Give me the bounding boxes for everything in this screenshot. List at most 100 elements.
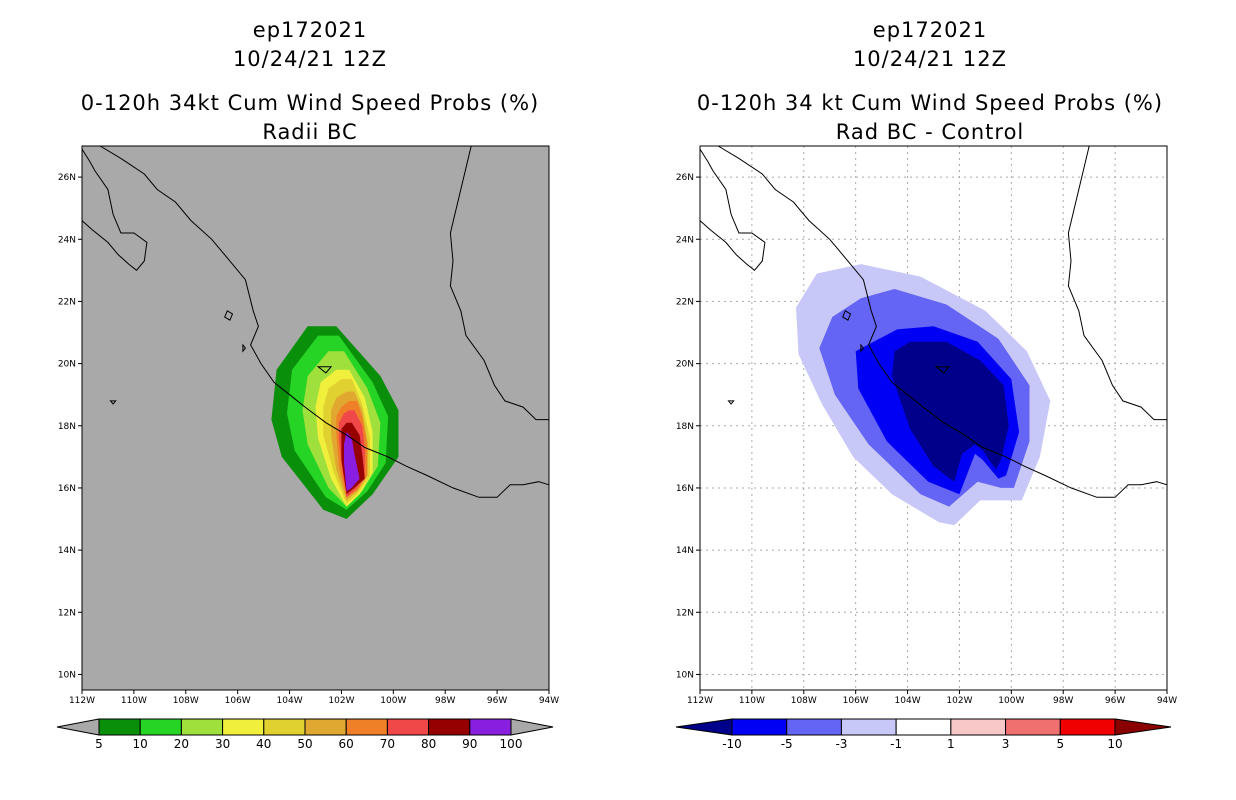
island	[224, 310, 234, 321]
colorbar-box	[263, 718, 306, 736]
coastline	[81, 148, 148, 271]
contour-level-minus10	[892, 341, 1009, 482]
colorbar-box	[304, 718, 347, 736]
coastline	[699, 148, 766, 271]
colorbar-label: -10	[722, 737, 742, 751]
right-chart-title: 0-120h 34 kt Cum Wind Speed Probs (%)	[696, 91, 1164, 115]
colorbar-label: 10	[1107, 737, 1122, 751]
right-chart-subtitle: Rad BC - Control	[835, 120, 1025, 144]
colorbar-label: 10	[133, 737, 148, 751]
right-datetime: 10/24/21 12Z	[852, 47, 1008, 71]
y-tick-label: 10N	[58, 670, 76, 680]
island	[316, 366, 333, 374]
coastline	[449, 145, 549, 421]
colorbar-box	[840, 718, 897, 736]
colorbar-box	[786, 718, 842, 736]
x-tick-label: 104W	[895, 696, 921, 706]
x-tick-label: 96W	[1105, 696, 1125, 706]
map-frame	[699, 145, 1168, 691]
map-frame	[81, 145, 550, 691]
colorbar-box	[98, 718, 141, 736]
y-tick-label: 16N	[676, 484, 694, 494]
island	[842, 310, 852, 321]
coastline	[1067, 145, 1167, 421]
coastline	[99, 145, 550, 498]
y-tick-label: 16N	[58, 484, 76, 494]
colorbar-label: -1	[890, 737, 902, 751]
island	[109, 400, 117, 405]
right-storm-id: ep172021	[872, 18, 988, 42]
colorbar-label: 90	[462, 737, 477, 751]
colorbar-label: 80	[421, 737, 436, 751]
left-storm-id: ep172021	[252, 18, 368, 42]
colorbar-label: -5	[781, 737, 793, 751]
x-tick-label: 106W	[843, 696, 869, 706]
right-diff-map-chart: 112W 110W 108W 106W 104W 102W 100W 98W 96W 94W 10N…	[675, 145, 1177, 751]
x-tick-label: 110W	[739, 696, 765, 706]
x-tick-label: 102W	[328, 696, 354, 706]
x-tick-label: 96W	[487, 696, 507, 706]
colorbar-label: 40	[256, 737, 271, 751]
x-tick-label: 102W	[946, 696, 972, 706]
colorbar-box	[345, 718, 388, 736]
y-tick-label: 14N	[676, 546, 694, 556]
colorbar-label: -3	[835, 737, 847, 751]
x-tick-label: 100W	[998, 696, 1024, 706]
x-tick-label: 94W	[1157, 696, 1177, 706]
colorbar-box	[139, 718, 182, 736]
colorbar-box	[895, 718, 952, 736]
y-tick-label: 22N	[676, 297, 694, 307]
colorbar-over-arrow	[1114, 718, 1172, 736]
colorbar-box	[386, 718, 430, 736]
right-panel-titles: ep172021 10/24/21 12Z 0-120h 34 kt Cum W…	[650, 16, 1210, 147]
y-tick-label: 20N	[58, 360, 76, 370]
x-tick-label: 112W	[687, 696, 713, 706]
x-tick-label: 108W	[791, 696, 817, 706]
colorbar-label: 50	[297, 737, 312, 751]
colorbar-label: 60	[339, 737, 354, 751]
colorbar-box	[1005, 718, 1061, 736]
y-tick-label: 14N	[58, 546, 76, 556]
colorbar-label: 20	[174, 737, 189, 751]
y-tick-label: 22N	[58, 297, 76, 307]
colorbar-box	[222, 718, 265, 736]
x-tick-label: 112W	[69, 696, 95, 706]
x-tick-label: 98W	[435, 696, 455, 706]
island	[860, 343, 865, 353]
colorbar-label: 100	[500, 737, 523, 751]
x-tick-label: 98W	[1053, 696, 1073, 706]
colorbar-label: 5	[1056, 737, 1064, 751]
x-tick-label: 108W	[173, 696, 199, 706]
colorbar-box	[950, 718, 1007, 736]
colorbar-label: 5	[95, 737, 103, 751]
colorbar-box	[1059, 718, 1116, 736]
y-tick-label: 24N	[676, 235, 694, 245]
y-tick-label: 10N	[676, 670, 694, 680]
left-chart-subtitle: Radii BC	[262, 120, 358, 144]
colorbar-over-arrow	[510, 718, 554, 736]
x-tick-label: 94W	[539, 696, 559, 706]
island	[242, 343, 247, 353]
contour-level-90	[344, 432, 360, 492]
island	[727, 400, 735, 405]
y-tick-label: 26N	[676, 173, 694, 183]
y-tick-label: 18N	[676, 422, 694, 432]
y-tick-label: 26N	[58, 173, 76, 183]
y-tick-label: 20N	[676, 360, 694, 370]
colorbar-label: 1	[947, 737, 955, 751]
x-tick-label: 104W	[277, 696, 303, 706]
colorbar-box	[180, 718, 224, 736]
left-prob-map-chart: 112W 110W 108W 106W 104W 102W 100W 98W 96W 94W 10N…	[56, 145, 559, 751]
colorbar-under-arrow	[675, 718, 733, 736]
x-tick-label: 100W	[380, 696, 406, 706]
y-tick-label: 18N	[58, 422, 76, 432]
x-tick-label: 110W	[121, 696, 147, 706]
left-datetime: 10/24/21 12Z	[232, 47, 388, 71]
colorbar-label: 70	[380, 737, 395, 751]
colorbar-box	[469, 718, 512, 736]
left-chart-title: 0-120h 34kt Cum Wind Speed Probs (%)	[80, 91, 540, 115]
coastline	[717, 145, 1168, 498]
y-tick-label: 24N	[58, 235, 76, 245]
y-tick-label: 12N	[676, 608, 694, 618]
x-tick-label: 106W	[225, 696, 251, 706]
